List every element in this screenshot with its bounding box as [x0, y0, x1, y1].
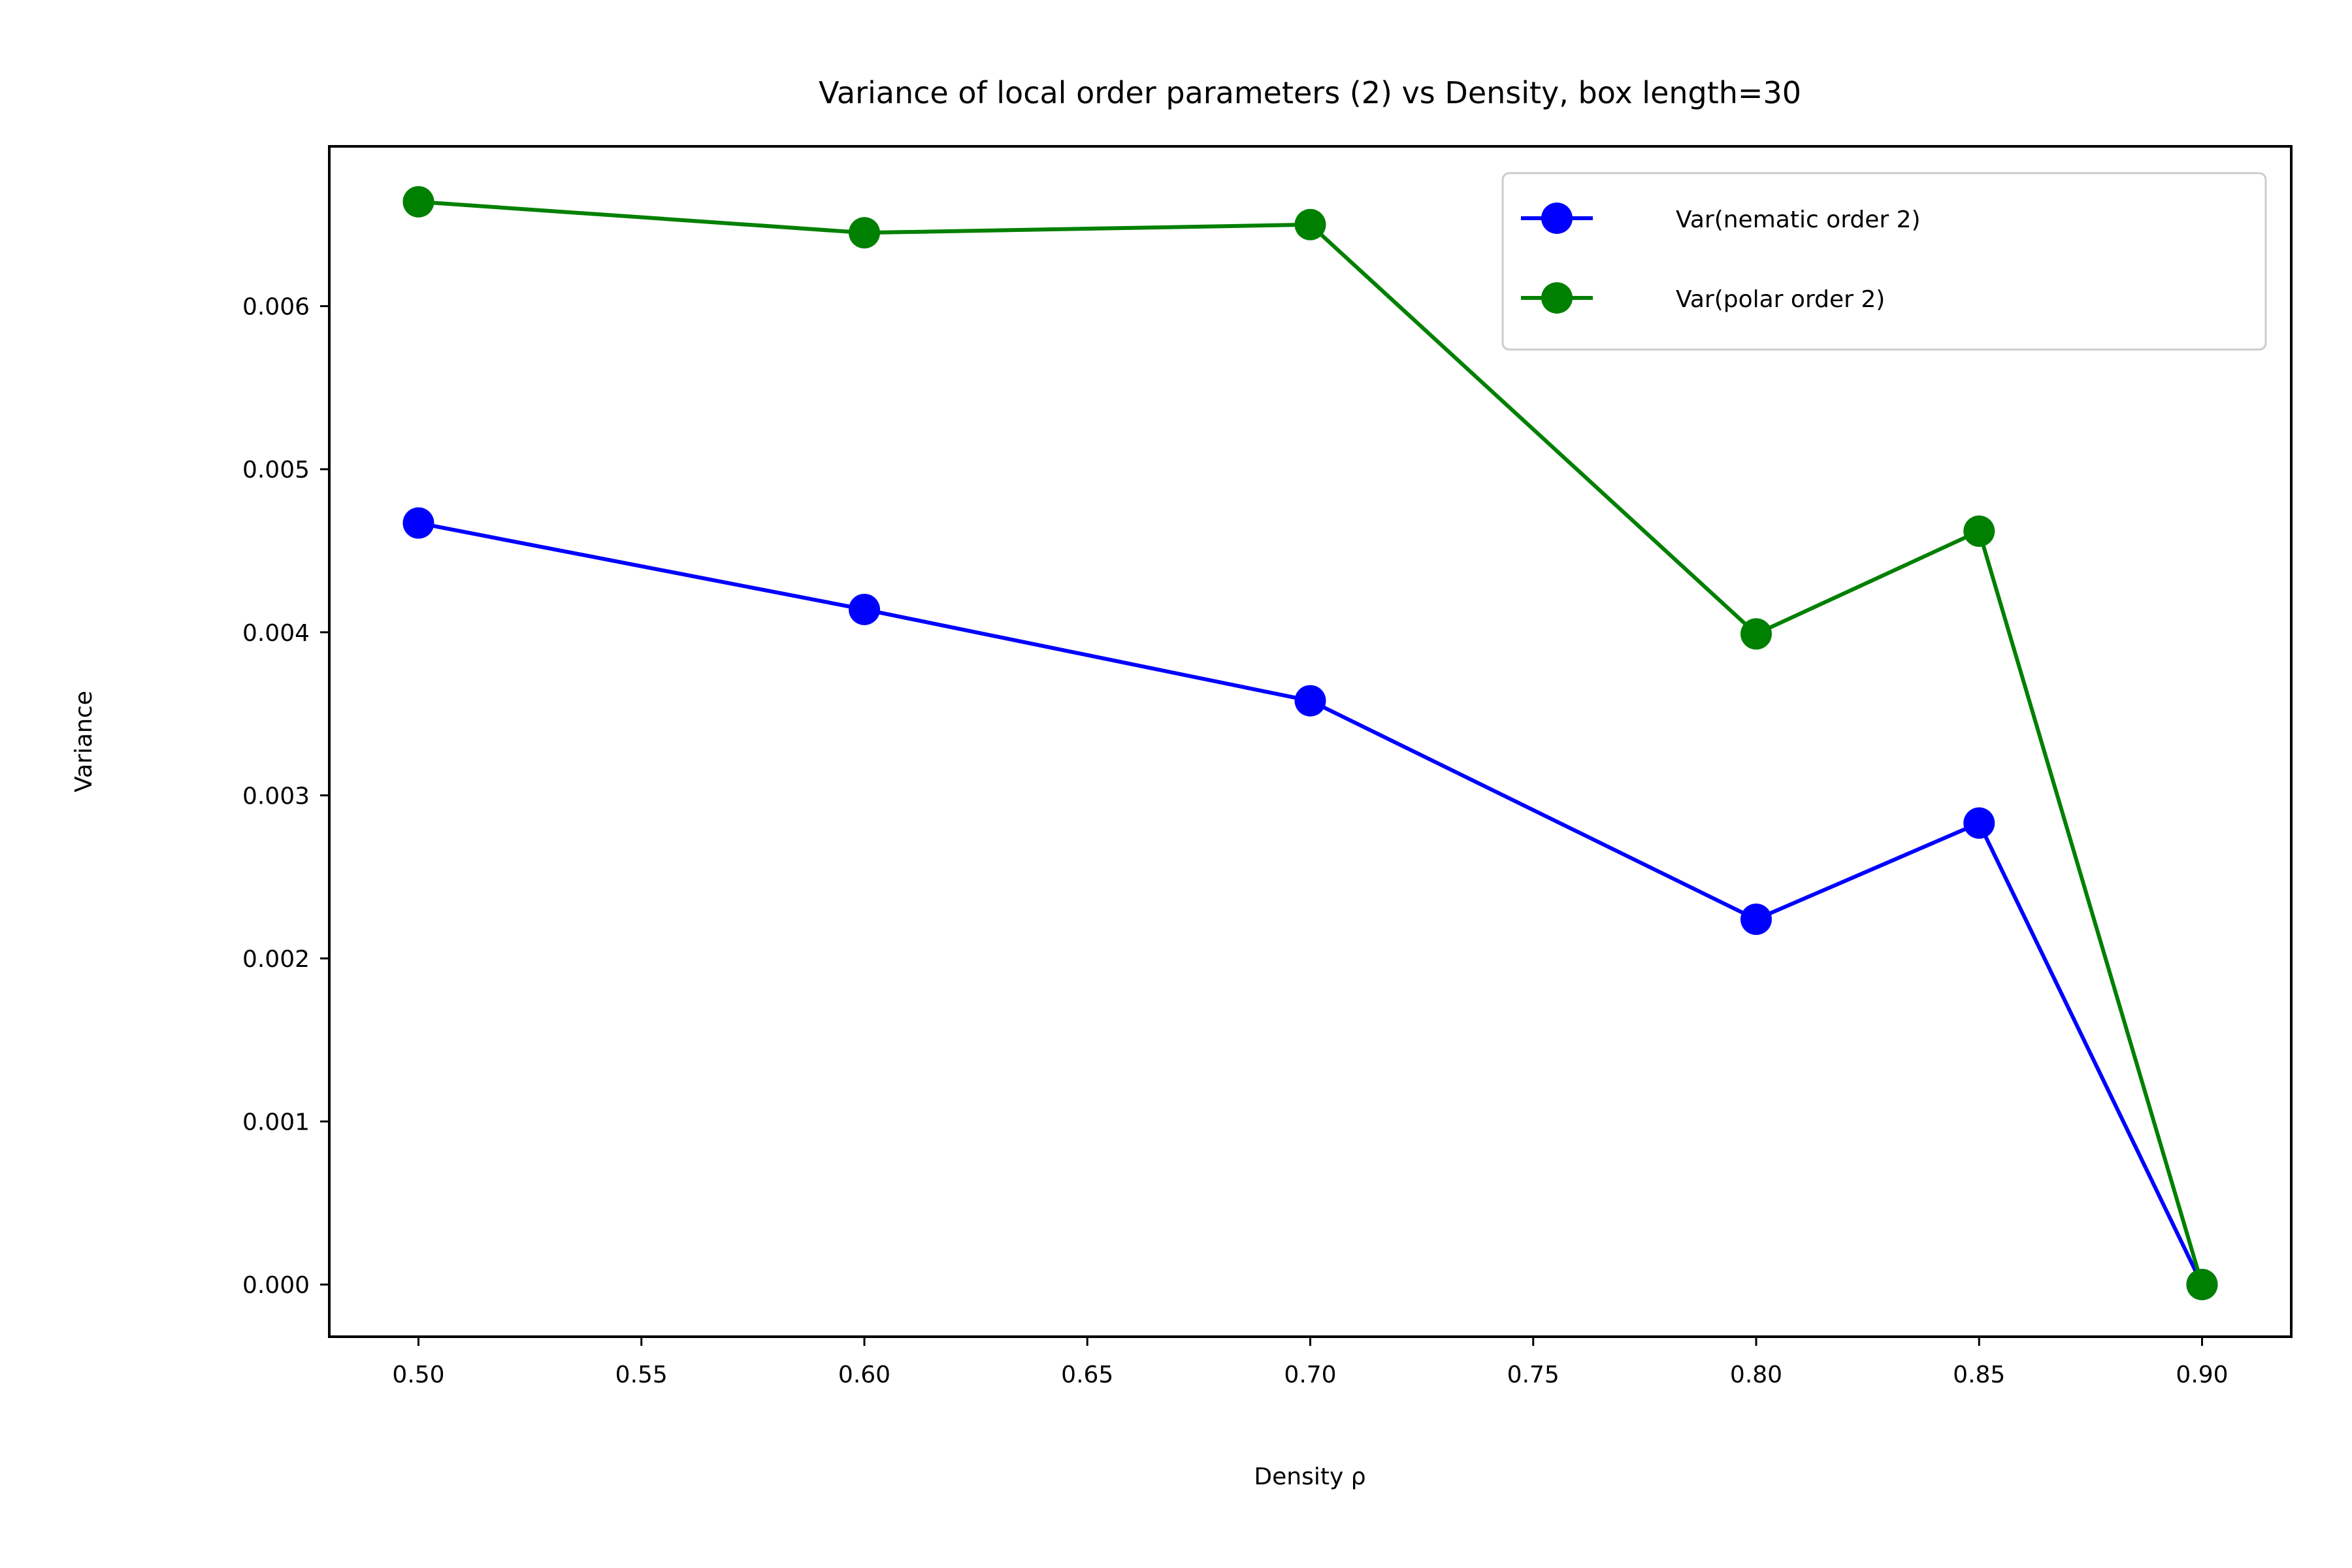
- data-point: [1740, 904, 1772, 936]
- series-line-0: [416, 521, 2204, 1287]
- legend-marker-polar: [1541, 282, 1573, 314]
- legend-label-nematic: Var(nematic order 2): [1676, 206, 1921, 233]
- data-point: [849, 217, 880, 249]
- data-point: [402, 186, 434, 218]
- x-tick-label: 0.90: [2176, 1362, 2228, 1388]
- y-tick-label: 0.004: [242, 620, 310, 647]
- data-point: [402, 507, 434, 539]
- y-tick-label: 0.003: [242, 783, 310, 809]
- data-point: [1294, 685, 1326, 717]
- y-axis-label: Variance: [71, 691, 97, 792]
- y-tick-label: 0.000: [242, 1272, 310, 1299]
- x-tick-label: 0.85: [1953, 1362, 2005, 1388]
- x-tick-label: 0.75: [1507, 1362, 1560, 1388]
- data-point: [1740, 618, 1772, 650]
- x-tick-label: 0.60: [838, 1362, 890, 1388]
- y-tick-label: 0.006: [242, 294, 310, 321]
- legend-label-polar: Var(polar order 2): [1676, 286, 1885, 313]
- series-layer: [402, 186, 2218, 1301]
- x-tick-label: 0.80: [1730, 1362, 1782, 1388]
- x-tick-label: 0.65: [1061, 1362, 1113, 1388]
- plot-frame: [328, 145, 2293, 1338]
- y-tick-label: 0.001: [242, 1109, 310, 1136]
- y-tick-label: 0.002: [242, 946, 310, 973]
- data-point: [849, 593, 880, 625]
- x-tick-label: 0.55: [615, 1362, 668, 1388]
- chart-title: Variance of local order parameters (2) v…: [819, 75, 1801, 110]
- data-point: [1963, 807, 1995, 839]
- x-tick-label: 0.50: [392, 1362, 444, 1388]
- series-line-1: [416, 199, 2204, 1287]
- legend: Var(nematic order 2) Var(polar order 2): [1501, 172, 2267, 351]
- y-axis: 0.000 0.001 0.002 0.003 0.004 0.005 0.006: [242, 294, 329, 1299]
- legend-box: [1501, 172, 2267, 351]
- legend-marker-nematic: [1541, 203, 1573, 234]
- x-tick-label: 0.70: [1284, 1362, 1336, 1388]
- x-axis: 0.50 0.55 0.60 0.65 0.70 0.75 0.80 0.85 0.90: [392, 1337, 2229, 1388]
- y-tick-label: 0.005: [242, 457, 310, 483]
- data-point: [1963, 515, 1995, 547]
- x-axis-label: Density ρ: [1254, 1463, 1365, 1490]
- data-point: [1294, 208, 1326, 240]
- data-point: [2186, 1269, 2218, 1301]
